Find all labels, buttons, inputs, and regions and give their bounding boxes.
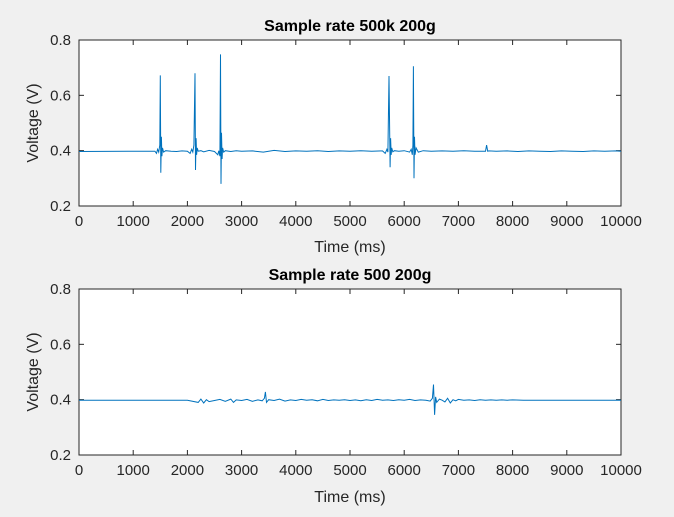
x-tick-label: 6000 (388, 462, 421, 479)
x-tick-label: 7000 (442, 213, 475, 230)
x-tick-label: 1000 (117, 213, 150, 230)
y-axis-label: Voltage (V) (25, 83, 42, 162)
y-tick-label: 0.4 (50, 392, 71, 409)
x-tick-label: 4000 (279, 213, 312, 230)
plot-area (78, 288, 622, 456)
x-tick-label: 0 (75, 462, 83, 479)
y-axis-label: Voltage (V) (25, 332, 42, 411)
tick-group: 0 1000 2000 3000 4000 5000 6000 7000 8000 9000 100… (50, 32, 642, 230)
chart-title: Sample rate 500 200g (269, 267, 432, 284)
y-tick-label: 0.8 (50, 32, 71, 49)
chart-title: Sample rate 500k 200g (264, 18, 436, 35)
y-tick-label: 0.6 (50, 336, 71, 353)
x-tick-label: 8000 (496, 213, 529, 230)
y-tick-label: 0.6 (50, 87, 71, 104)
axes-bottom: 0 1000 2000 3000 4000 5000 6000 7000 8000 9000 100… (25, 267, 642, 506)
y-tick-label: 0.4 (50, 143, 71, 160)
x-tick-label: 4000 (279, 462, 312, 479)
x-tick-label: 7000 (442, 462, 475, 479)
x-tick-label: 3000 (225, 462, 258, 479)
x-tick-label: 0 (75, 213, 83, 230)
voltage-series-line (78, 54, 622, 184)
y-tick-label: 0.2 (50, 447, 71, 464)
x-tick-label: 8000 (496, 462, 529, 479)
x-axis-label: Time (ms) (314, 239, 385, 256)
x-tick-label: 10000 (600, 462, 642, 479)
y-tick-label: 0.2 (50, 198, 71, 215)
x-tick-label: 5000 (333, 462, 366, 479)
axes-top: 0 1000 2000 3000 4000 5000 6000 7000 8000 9000 100… (25, 18, 642, 256)
x-tick-label: 2000 (171, 213, 204, 230)
x-tick-label: 5000 (333, 213, 366, 230)
voltage-series-line (79, 384, 621, 415)
x-tick-label: 10000 (600, 213, 642, 230)
x-tick-label: 3000 (225, 213, 258, 230)
x-axis-label: Time (ms) (314, 489, 385, 506)
plot-area (78, 39, 622, 207)
tick-group: 0 1000 2000 3000 4000 5000 6000 7000 8000 9000 100… (50, 281, 642, 479)
x-tick-label: 1000 (117, 462, 150, 479)
x-tick-label: 9000 (550, 213, 583, 230)
x-tick-label: 9000 (550, 462, 583, 479)
x-tick-label: 6000 (388, 213, 421, 230)
x-tick-label: 2000 (171, 462, 204, 479)
y-tick-label: 0.8 (50, 281, 71, 298)
